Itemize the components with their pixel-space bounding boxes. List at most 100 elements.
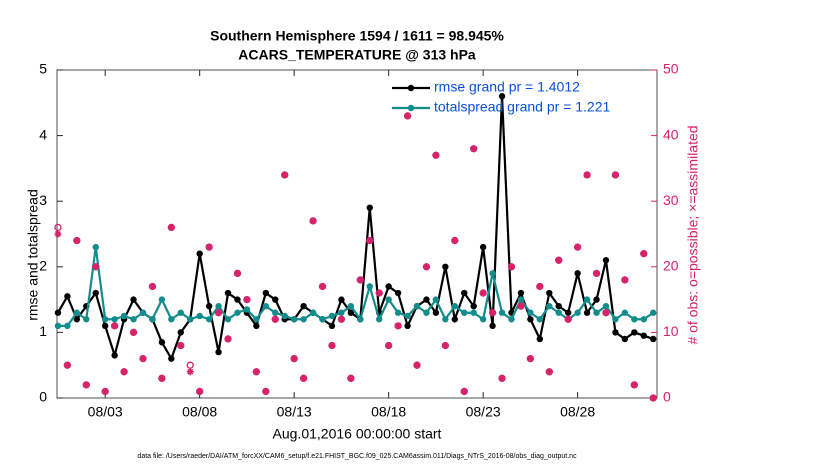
point [271,315,279,323]
point [423,296,430,303]
footnote: data file: /Users/raeder/DAI/ATM_forcXX/… [137,453,577,460]
point [527,309,534,316]
point [630,381,638,389]
point [423,309,430,316]
point [338,296,345,303]
x-axis-label: Aug.01,2016 00:00:00 start [273,426,442,442]
point [574,243,582,251]
legend-label: rmse grand pr = 1.4012 [434,79,580,95]
point [234,296,241,303]
point [640,332,647,339]
point [404,312,411,320]
point [130,316,137,323]
point [224,316,232,323]
point [536,335,544,343]
point [64,293,71,300]
point [404,112,412,120]
point [243,296,251,304]
point [432,309,440,316]
x-tick-label: 08/13 [277,404,312,420]
point [470,309,477,316]
series-line [56,96,654,362]
point [319,282,327,290]
point [640,316,647,323]
point [564,315,572,323]
x-tick-label: 08/03 [88,404,123,420]
point [243,306,251,313]
point [526,355,534,363]
point [347,309,355,316]
point [442,316,449,323]
point [63,361,71,369]
point [442,263,449,270]
point [394,322,402,330]
series-line [57,246,654,327]
point [583,296,591,303]
point [546,289,553,297]
point [583,309,591,316]
point [508,316,515,323]
x-tick-label: 08/23 [466,404,501,420]
point [536,316,544,323]
point [555,309,562,316]
y2-tick-label: 20 [663,258,679,274]
point [583,171,591,179]
point [309,309,317,316]
y-tick-label: 1 [39,323,47,339]
point [253,316,260,323]
point [196,250,203,257]
point [328,312,336,320]
point [253,322,260,330]
point [470,145,478,153]
point [83,316,90,323]
point [611,171,619,179]
y-axis-label: rmse and totalspread [25,189,41,321]
point [555,302,562,310]
point [432,296,440,303]
point [300,374,308,382]
point [621,335,629,343]
point [593,269,601,277]
point [356,276,364,284]
point [54,223,62,232]
point [167,223,175,231]
point [564,309,572,316]
point [290,316,298,323]
point [272,296,279,303]
point [498,93,506,100]
point [593,309,600,316]
point [441,342,449,350]
point [234,309,241,316]
point [73,237,81,245]
point [82,381,90,389]
y2-tick-label: 40 [663,126,679,142]
point [375,289,383,297]
point [328,322,336,330]
y2-tick-label: 0 [663,389,671,405]
point [451,316,458,323]
point [290,355,298,363]
point [517,289,525,297]
point [215,348,222,356]
point [252,368,260,376]
point [347,302,355,310]
point [479,316,487,323]
point [224,335,232,343]
point [177,342,185,350]
x-tick-label: 08/18 [371,404,406,420]
point [507,263,515,271]
y-tick-label: 0 [39,389,47,405]
point [621,309,629,316]
y2-tick-label: 10 [663,323,679,339]
point [205,302,213,310]
point [650,335,657,343]
point [149,316,156,323]
point [479,289,487,297]
point [631,329,638,336]
y-tick-label: 4 [39,126,47,142]
point [328,342,336,350]
point [281,171,289,179]
point [461,309,468,316]
point [385,342,393,350]
point [413,302,421,310]
